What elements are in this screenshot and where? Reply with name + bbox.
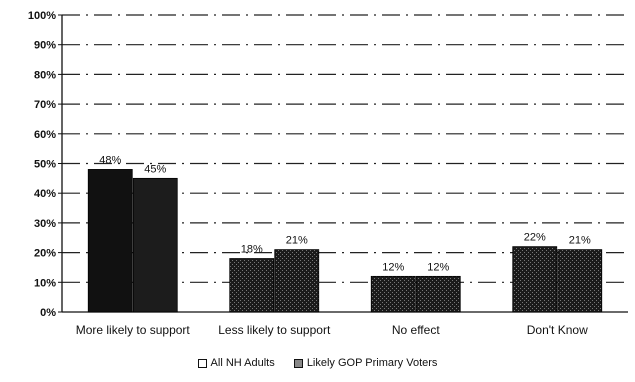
bars	[87, 169, 603, 313]
data-label-series-1-cat-1: 48%	[99, 154, 121, 166]
bar-series-2-cat-4	[557, 249, 603, 313]
bar-series-1-cat-2	[229, 258, 275, 313]
y-tick-label-6: 60%	[34, 129, 56, 141]
bar-series-2-cat-3	[415, 275, 461, 313]
bar-series-1-cat-1	[87, 169, 133, 313]
category-label-4: Don't Know	[527, 323, 588, 337]
y-tick-label-9: 90%	[34, 40, 56, 52]
y-tick-label-3: 30%	[34, 218, 56, 230]
y-tick-label-10: 100%	[28, 10, 56, 22]
legend-swatch-series-1	[197, 358, 207, 368]
category-labels: More likely to support Less likely to sup…	[76, 323, 588, 337]
legend-label-series-1: All NH Adults	[210, 357, 275, 369]
data-label-series-2-cat-2: 21%	[286, 235, 308, 247]
legend-item-series-1: All NH Adults	[197, 357, 275, 369]
y-tick-label-5: 50%	[34, 159, 56, 171]
data-label-series-1-cat-2: 18%	[241, 244, 263, 256]
y-tick-label-2: 20%	[34, 248, 56, 260]
category-label-1: More likely to support	[76, 323, 191, 337]
data-label-series-2-cat-1: 45%	[144, 163, 166, 175]
bar-series-2-cat-2	[274, 249, 320, 313]
y-tick-label-4: 40%	[34, 188, 56, 200]
category-label-3: No effect	[392, 323, 440, 337]
category-label-2: Less likely to support	[218, 323, 331, 337]
bar-series-1-cat-4	[512, 246, 558, 313]
y-tick-label-8: 80%	[34, 69, 56, 81]
data-label-series-2-cat-4: 21%	[569, 235, 591, 247]
y-tick-label-1: 10%	[34, 277, 56, 289]
data-label-series-1-cat-3: 12%	[382, 261, 404, 273]
data-label-series-1-cat-4: 22%	[524, 232, 546, 244]
y-tick-label-0: 0%	[40, 307, 56, 319]
bar-series-2-cat-1	[132, 177, 178, 313]
data-label-series-2-cat-3: 12%	[427, 261, 449, 273]
bar-chart: 0% 10% 20% 30% 40% 50% 60% 70% 80% 90% 100% 48% 45%…	[28, 10, 628, 337]
legend-item-series-2: Likely GOP Primary Voters	[293, 357, 438, 369]
bar-series-1-cat-3	[370, 275, 416, 313]
legend-swatch-series-2	[293, 358, 303, 368]
data-labels: 48% 45% 18% 21% 12% 12% 22% 21%	[99, 154, 591, 273]
y-tick-label-7: 70%	[34, 99, 56, 111]
legend-label-series-2: Likely GOP Primary Voters	[306, 357, 438, 369]
legend: All NH Adults Likely GOP Primary Voters	[0, 357, 635, 369]
